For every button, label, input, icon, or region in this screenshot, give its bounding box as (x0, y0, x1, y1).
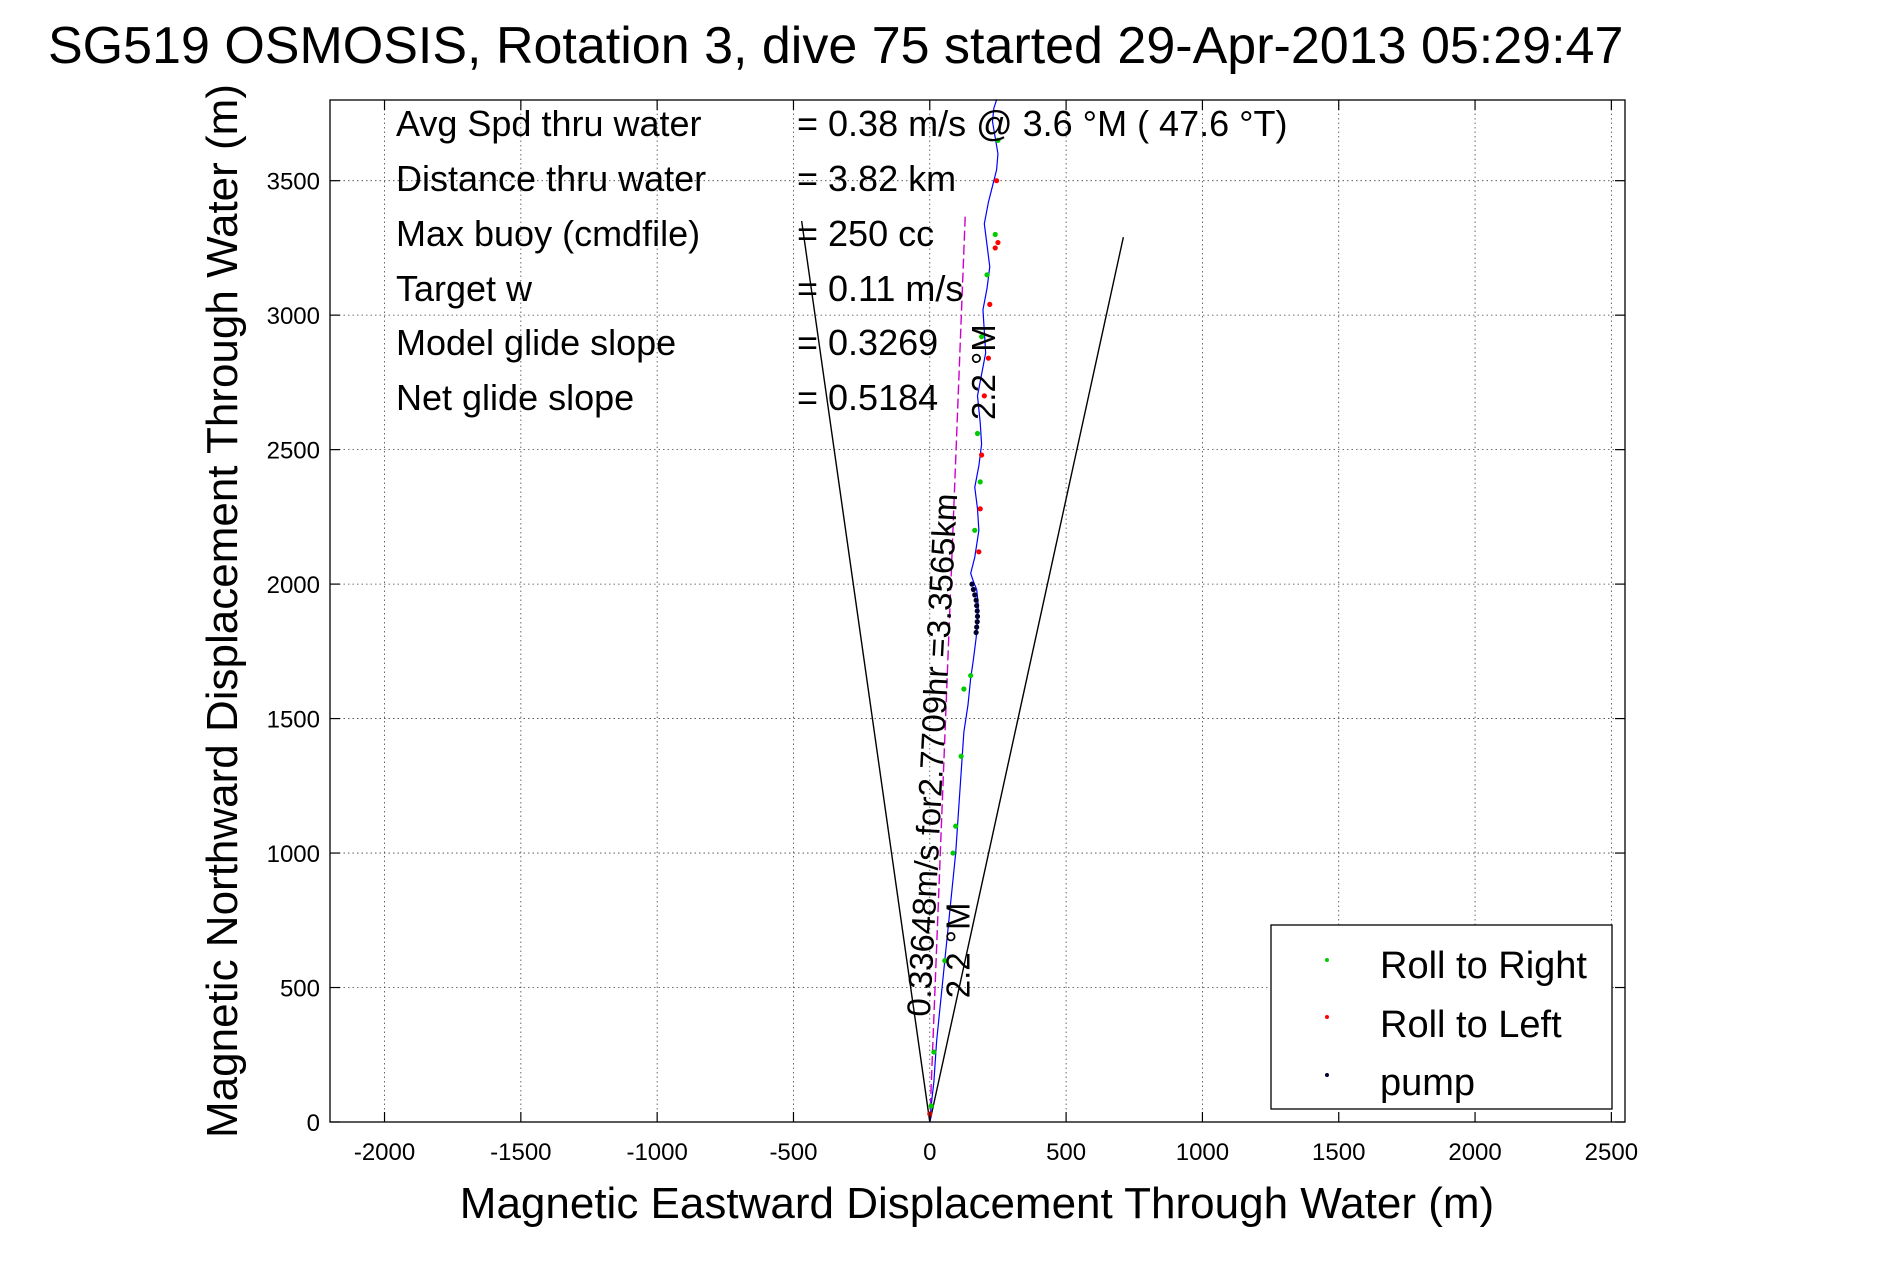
y-tick-label: 3500 (267, 169, 320, 196)
point-roll-to-right (974, 430, 981, 437)
x-tick-label: 500 (1046, 1139, 1086, 1166)
point-pump (969, 581, 975, 587)
y-tick-label: 0 (307, 1110, 320, 1137)
annotation-label: 2.2 °M (939, 903, 976, 999)
point-roll-to-right (961, 686, 967, 692)
legend: Roll to Right Roll to Left pump (1270, 924, 1613, 1110)
point-roll-to-right (995, 137, 1001, 143)
x-tick-label: -2000 (354, 1139, 415, 1166)
point-pump (974, 624, 980, 630)
legend-marker-roll-right (1325, 958, 1329, 962)
stats-block: Avg Spd thru water = 0.38 m/s @ 3.6 °M (… (396, 103, 1288, 418)
point-pump (974, 619, 980, 625)
point-roll-to-left (977, 506, 983, 512)
point-roll-to-right (958, 753, 964, 759)
stat-value-avg-speed: = 0.38 m/s @ 3.6 °M ( 47.6 °T) (797, 103, 1288, 144)
x-tick-label: -500 (769, 1139, 817, 1166)
plot-frame (329, 99, 1626, 1123)
y-tick-label: 1000 (267, 841, 320, 868)
x-axis-label: Magnetic Eastward Displacement Through W… (460, 1179, 1494, 1228)
x-tick-label: 1500 (1312, 1139, 1365, 1166)
point-pump (974, 608, 980, 614)
y-tick-label: 2000 (267, 572, 320, 599)
point-roll-to-right (992, 231, 998, 238)
legend-marker-pump (1325, 1073, 1329, 1077)
y-tick-label: 3000 (267, 303, 320, 330)
point-roll-to-right (950, 850, 956, 856)
x-tick-label: -1000 (626, 1139, 687, 1166)
point-pump (972, 592, 978, 598)
legend-marker-roll-left (1325, 1015, 1329, 1019)
y-axis-label: Magnetic Northward Displacement Through … (198, 84, 247, 1138)
legend-label-roll-left: Roll to Left (1380, 1004, 1562, 1046)
point-roll-to-left (985, 355, 992, 361)
point-roll-to-right (942, 958, 948, 964)
track-layer (929, 99, 999, 1123)
point-roll-to-left (995, 239, 1001, 246)
reference-line (800, 220, 931, 1123)
reference-line (929, 215, 966, 1123)
stat-label-max-buoy: Max buoy (cmdfile) (396, 213, 700, 254)
point-pump (974, 603, 980, 609)
point-roll-to-right (953, 823, 959, 829)
point-roll-to-right (968, 672, 974, 679)
point-roll-to-right (972, 527, 978, 533)
stat-value-model-glide: = 0.3269 (797, 322, 938, 363)
y-tick-label: 1500 (267, 707, 320, 734)
point-pump (973, 597, 979, 603)
point-roll-to-left (993, 178, 1000, 184)
point-pump (974, 613, 981, 619)
annotation-label: 2.2 °M (965, 324, 1002, 420)
legend-label-pump: pump (1380, 1062, 1475, 1104)
x-tick-label: 2500 (1585, 1139, 1638, 1166)
stat-label-net-glide: Net glide slope (396, 377, 634, 418)
y-tick-label: 500 (280, 976, 320, 1003)
legend-label-roll-right: Roll to Right (1380, 945, 1587, 987)
stat-value-max-buoy: = 250 cc (797, 213, 934, 254)
x-tick-label: 0 (923, 1139, 936, 1166)
reference-lines (800, 215, 1125, 1123)
point-pump (970, 586, 977, 593)
stat-label-model-glide: Model glide slope (396, 322, 676, 363)
point-roll-to-left (981, 393, 987, 399)
stat-value-net-glide: = 0.5184 (797, 377, 938, 418)
point-roll-to-left (992, 245, 998, 251)
point-pump (973, 629, 979, 636)
y-tick-label: 2500 (267, 438, 320, 465)
point-roll-to-right (931, 1049, 937, 1055)
stat-label-avg-speed: Avg Spd thru water (396, 103, 702, 144)
point-roll-to-right (984, 272, 990, 278)
stat-value-distance: = 3.82 km (797, 158, 956, 199)
track-line (929, 99, 999, 1123)
point-roll-to-left (978, 452, 985, 458)
x-tick-label: 1000 (1176, 1139, 1229, 1166)
point-roll-to-right (978, 334, 985, 340)
stat-value-target-w: = 0.11 m/s (797, 268, 963, 309)
reference-line (929, 237, 1125, 1123)
point-roll-to-left (976, 549, 982, 555)
x-tick-label: -1500 (490, 1139, 551, 1166)
chart-title: SG519 OSMOSIS, Rotation 3, dive 75 start… (48, 17, 1623, 75)
point-roll-to-left (987, 301, 993, 307)
stat-label-distance: Distance thru water (396, 158, 706, 199)
axis-ticks: -2000 -1500 -1000 -500 0 500 1000 1500 2000 2500 0… (267, 100, 1638, 1166)
stat-label-target-w: Target w (396, 268, 533, 309)
point-roll-to-right (928, 1103, 934, 1109)
x-tick-label: 2000 (1448, 1139, 1501, 1166)
point-roll-to-right (977, 479, 983, 485)
